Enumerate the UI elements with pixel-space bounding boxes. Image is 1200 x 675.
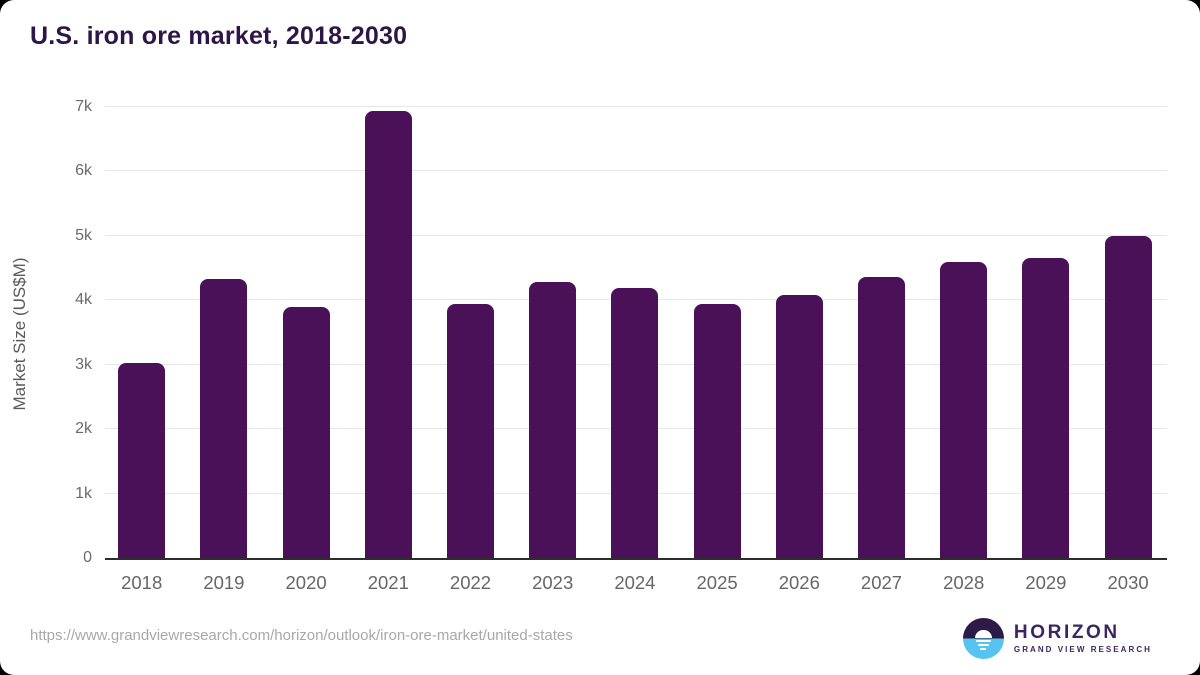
gridline (105, 170, 1167, 172)
x-tick-label: 2024 (614, 572, 656, 593)
bar-2025 (693, 303, 741, 558)
logo-text: HORIZON GRAND VIEW RESEARCH (1014, 623, 1152, 654)
plot-area (105, 106, 1167, 560)
bar-2028 (940, 261, 988, 558)
bar-2024 (611, 288, 659, 558)
y-tick-label: 7k (75, 98, 92, 115)
gridline (105, 106, 1167, 107)
water-reflection-icon (975, 639, 991, 643)
x-tick-label: 2029 (1025, 572, 1067, 593)
x-tick-label: 2028 (943, 572, 985, 593)
horizon-logo: HORIZON GRAND VIEW RESEARCH (962, 616, 1152, 660)
x-tick-label: 2020 (285, 572, 327, 593)
bar-2029 (1022, 257, 1070, 558)
x-tick-label: 2025 (696, 572, 738, 593)
bar-2018 (118, 362, 166, 558)
y-axis-title: Market Size (US$M) (10, 257, 29, 411)
sun-icon (974, 629, 992, 638)
source-url: https://www.grandviewresearch.com/horizo… (30, 627, 573, 644)
logo-subtitle: GRAND VIEW RESEARCH (1013, 644, 1152, 654)
bar-2026 (775, 295, 823, 558)
chart-title: U.S. iron ore market, 2018-2030 (30, 22, 408, 50)
horizon-sun-over-water-icon (962, 617, 1004, 659)
bar-2030 (1104, 235, 1152, 558)
gridline (105, 234, 1167, 236)
y-tick-label: 2k (75, 420, 92, 438)
x-tick-label: 2022 (449, 572, 492, 593)
x-tick-label: 2030 (1107, 572, 1149, 593)
y-tick-label: 5k (75, 226, 92, 244)
y-tick-label: 4k (75, 291, 92, 309)
y-tick-label: 0 (83, 549, 92, 566)
bar-2021 (364, 110, 412, 558)
bar-2020 (282, 307, 330, 558)
y-tick-label: 1k (75, 484, 92, 502)
x-tick-label: 2026 (778, 572, 820, 593)
y-tick-label: 6k (75, 162, 92, 180)
x-tick-label: 2018 (121, 572, 163, 593)
bar-2027 (858, 277, 905, 558)
x-tick-label: 2019 (203, 572, 245, 593)
x-tick-label: 2023 (532, 572, 574, 593)
bar-2023 (529, 281, 577, 558)
x-tick-label: 2021 (367, 572, 409, 593)
water-reflection-icon (980, 647, 987, 651)
x-tick-label: 2027 (860, 572, 903, 593)
bar-2019 (200, 279, 248, 558)
water-reflection-icon (977, 643, 989, 647)
logo-name: HORIZON (1013, 621, 1120, 643)
bar-2022 (447, 304, 494, 558)
y-tick-label: 3k (75, 355, 92, 373)
